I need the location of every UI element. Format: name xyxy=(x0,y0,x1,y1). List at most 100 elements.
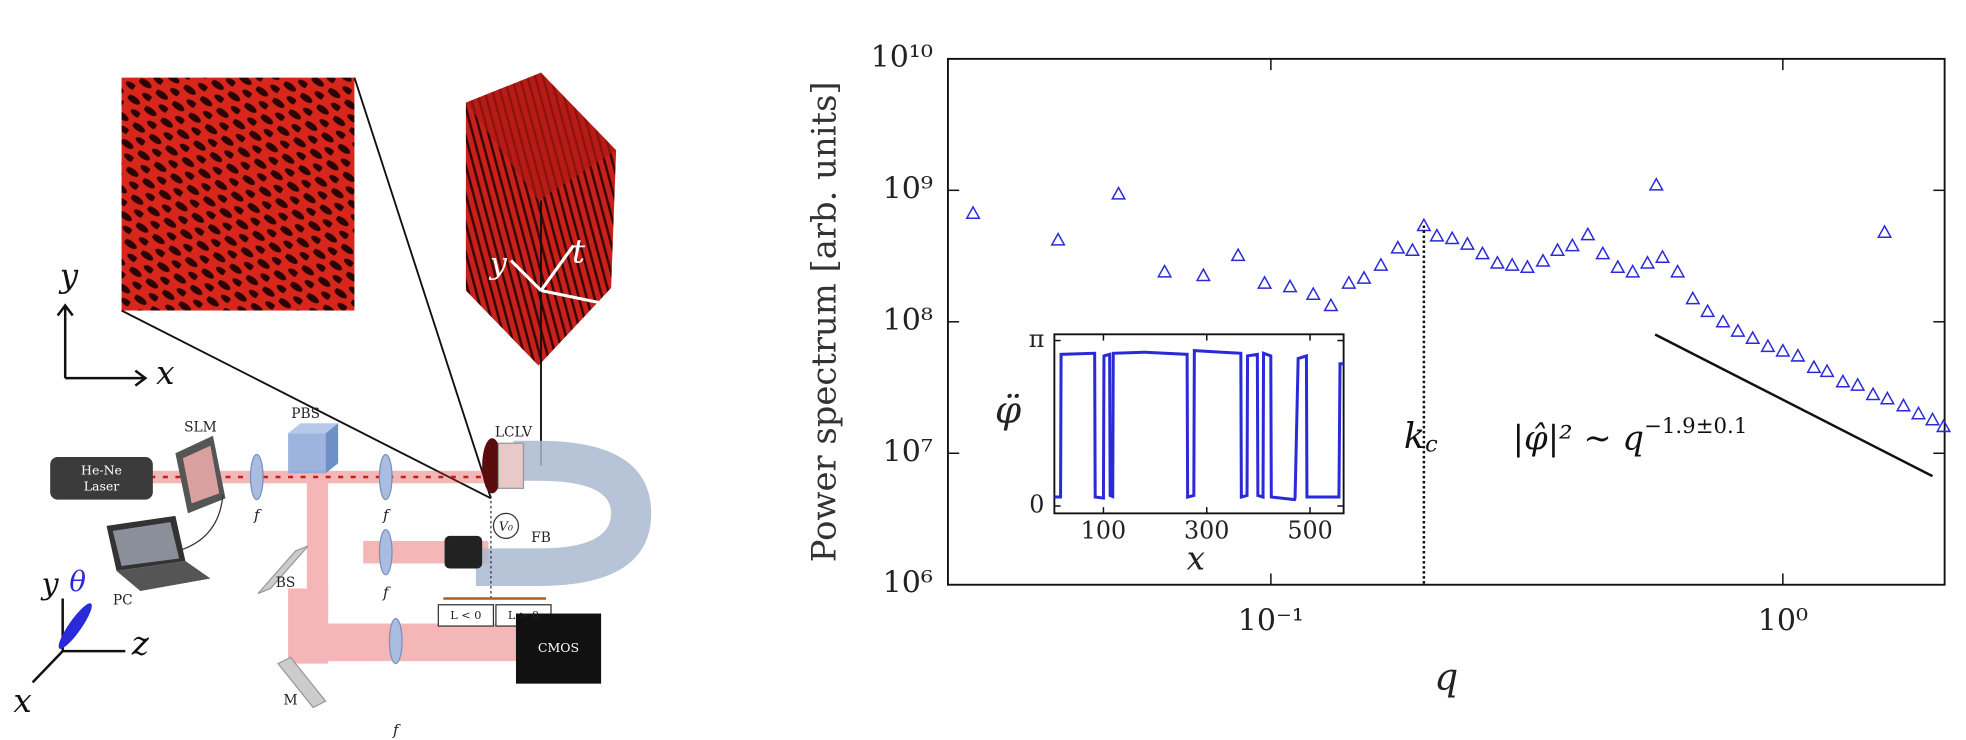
data-point xyxy=(1489,255,1505,269)
polarizer xyxy=(58,603,92,649)
y-axis-label: Power spectrum [arb. units] xyxy=(804,81,843,562)
data-point xyxy=(1535,253,1551,267)
lens xyxy=(249,453,403,665)
x-tick-label: 10⁻¹ xyxy=(1238,603,1304,638)
diagram-label: SLM xyxy=(184,420,217,436)
data-point xyxy=(1895,397,1911,412)
data-point xyxy=(1877,224,1893,238)
xy-axes xyxy=(56,303,148,387)
data-point xyxy=(1850,377,1866,391)
fit-formula: |φ̂|² ∼ q xyxy=(1513,419,1644,458)
lclv-cell xyxy=(497,442,525,489)
data-point xyxy=(1865,386,1881,401)
diagram-label: BS xyxy=(276,575,296,591)
lclv xyxy=(482,438,503,494)
data-point xyxy=(1444,230,1460,245)
data-point xyxy=(1429,228,1445,242)
diagram-label: f xyxy=(382,506,391,524)
diagram-label: L < 0 xyxy=(450,609,481,622)
data-point xyxy=(1730,323,1746,337)
diagram-label: LCLV xyxy=(495,425,533,441)
y-tick-label: 10¹⁰ xyxy=(871,40,933,75)
data-point xyxy=(1390,240,1406,254)
voltage-source xyxy=(492,512,520,540)
data-point xyxy=(1910,405,1926,420)
mirror xyxy=(277,656,327,709)
diagram-label: FB xyxy=(531,530,551,546)
data-point xyxy=(1195,267,1211,282)
y-axis-label: φ̈ xyxy=(995,388,1022,432)
data-point xyxy=(1819,363,1835,378)
diagram-label: x xyxy=(13,682,31,720)
y-tick-label: 0 xyxy=(1029,490,1044,518)
setup-diagram xyxy=(31,72,652,709)
fit-exponent: −1.9±0.1 xyxy=(1644,413,1747,438)
box xyxy=(437,604,495,627)
y-tick-label: 10⁷ xyxy=(883,434,933,469)
data-point xyxy=(1648,177,1664,191)
diagram-label: PC xyxy=(113,593,133,609)
data-point xyxy=(1519,259,1535,273)
data-point xyxy=(1564,237,1580,252)
data-point xyxy=(1745,330,1761,344)
y-tick-label: π xyxy=(1029,325,1045,353)
diagram-label: y xyxy=(40,567,60,602)
data-point xyxy=(1806,359,1822,374)
data-point xyxy=(1550,242,1566,257)
pbs xyxy=(288,423,339,474)
data-point xyxy=(1775,343,1791,357)
diagram-label: V₀ xyxy=(499,519,513,534)
diagram-label: f xyxy=(382,584,391,602)
data-point xyxy=(1323,297,1339,312)
kc-label: kc xyxy=(1404,416,1438,458)
data-point xyxy=(1474,245,1491,260)
kc-symbol: k xyxy=(1404,416,1425,457)
data-point xyxy=(1924,411,1941,426)
diagram-label: PBS xyxy=(291,406,320,422)
data-point xyxy=(1715,313,1731,328)
pattern-image xyxy=(121,77,355,311)
data-point xyxy=(1157,263,1173,278)
data-point xyxy=(1610,259,1626,273)
cmos xyxy=(515,613,602,684)
diagram-label: f xyxy=(392,721,401,739)
xyz-axes xyxy=(31,598,126,684)
data-point xyxy=(1050,232,1066,246)
data-point xyxy=(1504,257,1520,271)
data-point xyxy=(1230,247,1246,262)
data-point xyxy=(1700,303,1716,318)
data-point xyxy=(1459,236,1475,250)
fit-line xyxy=(1654,333,1934,478)
data-point xyxy=(1936,418,1952,433)
data-point xyxy=(1685,290,1701,305)
data-point xyxy=(1654,249,1671,263)
diagram-label: t xyxy=(572,233,586,271)
diagram-label: Laser xyxy=(84,479,120,494)
diagram-label: L > 0 xyxy=(508,609,539,622)
data-point xyxy=(1373,257,1389,271)
data-point xyxy=(1257,275,1273,289)
y-tick-label: 10⁶ xyxy=(883,566,933,601)
data-point xyxy=(1404,242,1420,257)
diagram-label: f xyxy=(253,506,262,524)
x-tick-label: 500 xyxy=(1287,517,1332,545)
zoom-line xyxy=(121,309,492,500)
data-point xyxy=(1760,338,1776,353)
camera-lens xyxy=(444,535,483,569)
laptop xyxy=(106,515,211,591)
x-tick-label: 100 xyxy=(1081,517,1126,545)
block-top xyxy=(465,72,617,201)
y-tick-label: 10⁸ xyxy=(883,303,933,338)
zoom-line xyxy=(353,77,492,499)
diagram-label: He-Ne xyxy=(81,462,122,477)
x-axis-label: x xyxy=(1187,539,1205,577)
block-axes xyxy=(509,244,602,305)
diagram-label: z xyxy=(131,625,150,663)
data-point xyxy=(1341,275,1357,289)
slm-screen xyxy=(182,445,220,504)
diagram-label: x xyxy=(156,354,174,392)
fit-label: |φ̂|² ∼ q−1.9±0.1 xyxy=(1513,413,1748,457)
data-point xyxy=(1879,390,1895,405)
